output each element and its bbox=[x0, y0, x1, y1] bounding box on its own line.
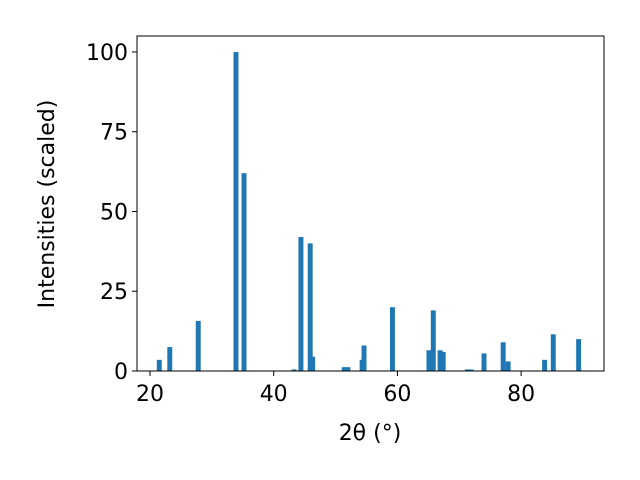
y-tick-label: 100 bbox=[86, 41, 128, 66]
bar bbox=[468, 369, 474, 371]
bar bbox=[241, 173, 247, 371]
y-tick-label: 0 bbox=[114, 360, 128, 385]
x-axis-label: 2θ (°) bbox=[339, 421, 402, 446]
bar bbox=[298, 237, 304, 371]
bar bbox=[156, 359, 162, 371]
bar bbox=[307, 243, 313, 371]
bar bbox=[341, 367, 347, 371]
bar bbox=[500, 342, 506, 371]
plot-frame bbox=[136, 35, 605, 372]
bar bbox=[233, 51, 239, 371]
bar bbox=[542, 359, 548, 371]
bar bbox=[481, 353, 487, 371]
bar bbox=[576, 339, 582, 371]
bar bbox=[426, 350, 432, 371]
bar bbox=[291, 369, 297, 371]
bar bbox=[310, 356, 316, 371]
bar bbox=[389, 307, 395, 371]
bar bbox=[195, 320, 201, 371]
bar bbox=[345, 367, 351, 371]
x-tick-label: 80 bbox=[507, 382, 535, 407]
bar bbox=[440, 351, 446, 371]
bar bbox=[437, 350, 443, 371]
x-tick-label: 20 bbox=[136, 382, 164, 407]
bar bbox=[430, 310, 436, 371]
x-tick-label: 60 bbox=[383, 382, 411, 407]
bar bbox=[550, 334, 556, 371]
x-tick-label: 40 bbox=[260, 382, 288, 407]
bar bbox=[464, 369, 470, 371]
y-axis-label: Intensities (scaled) bbox=[35, 100, 60, 309]
y-tick-label: 75 bbox=[100, 121, 128, 146]
bar bbox=[361, 345, 367, 371]
y-tick-label: 25 bbox=[100, 280, 128, 305]
bar bbox=[505, 361, 511, 371]
y-tick-label: 50 bbox=[100, 200, 128, 225]
bar bbox=[167, 347, 173, 371]
